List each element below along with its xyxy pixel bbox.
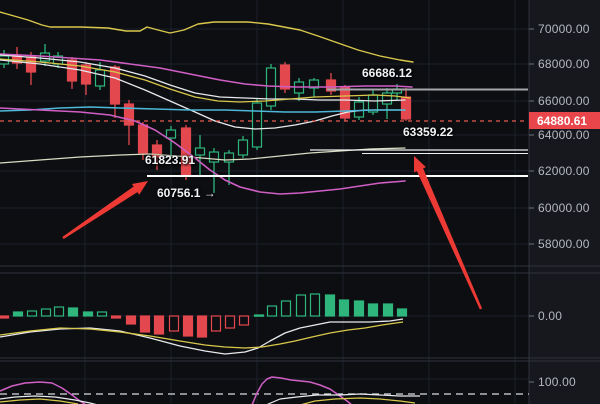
candle-up <box>165 129 177 139</box>
price-axis-label: 68000.00 <box>538 57 590 71</box>
candle-up <box>353 101 365 118</box>
candle-up <box>237 139 249 156</box>
price-annotation: 66686.12 <box>362 66 413 80</box>
macd-bar-down <box>224 315 236 329</box>
price-axis-label: 64000.00 <box>538 128 590 142</box>
macd-bar-up <box>82 311 94 317</box>
mid-ma-white-2-line <box>0 59 406 130</box>
macd-bar-up <box>295 294 307 317</box>
macd-bar-up <box>382 303 394 317</box>
mid-ma-white-1-line <box>0 54 406 102</box>
osc-magenta-left-line <box>0 381 86 404</box>
macd-bar-up <box>266 305 278 317</box>
ma-cyan-line <box>0 106 406 113</box>
price-axis-label: 100.00 <box>538 375 576 389</box>
candle-down <box>123 103 135 126</box>
annotation-arrow <box>62 181 148 239</box>
candle-up <box>94 69 106 87</box>
macd-bar-down <box>125 315 137 325</box>
macd-bar-down <box>139 315 151 333</box>
macd-bar-up <box>309 293 321 317</box>
macd-bar-up <box>26 310 38 317</box>
osc-white-mid-line <box>266 393 420 404</box>
macd-bar-down <box>110 315 122 319</box>
candle-down <box>151 144 163 158</box>
candle-up <box>381 92 393 105</box>
macd-bar-down <box>210 315 222 332</box>
macd-bar-up <box>67 307 79 317</box>
candle-down <box>25 56 37 73</box>
price-annotation: 63359.22 <box>403 125 454 139</box>
candle-up <box>251 102 263 148</box>
candle-down <box>109 66 121 105</box>
upper-band-magenta-line <box>0 53 413 88</box>
candle-up <box>194 147 206 156</box>
candle-down <box>325 79 337 92</box>
macd-bar-up <box>40 308 52 317</box>
price-annotation: 60756.1 → <box>157 186 216 200</box>
price-axis-label: 70000.00 <box>538 22 590 36</box>
candle-up <box>223 152 235 163</box>
last-price-value: 64880.61 <box>537 113 588 128</box>
last-price-badge: 64880.61 <box>529 112 600 129</box>
macd-bar-up <box>53 306 65 317</box>
macd-bar-down <box>153 315 165 335</box>
price-annotation: 61823.91 <box>145 153 196 167</box>
macd-bar-up <box>280 300 292 317</box>
macd-bar-down <box>168 315 180 332</box>
macd-bar-down <box>0 315 10 319</box>
candle-down <box>137 124 149 154</box>
macd-bar-down <box>196 315 208 338</box>
candle-up <box>208 151 220 163</box>
price-axis-label: 62000.00 <box>538 164 590 178</box>
candle-down <box>80 64 92 85</box>
price-axis-label: 58000.00 <box>538 237 590 251</box>
mid-ma-yellow-line <box>0 58 411 103</box>
macd-bar-up <box>396 308 408 317</box>
upper-band-yellow-line <box>0 11 414 63</box>
macd-bar-up <box>253 314 265 317</box>
annotation-arrow <box>414 156 483 310</box>
candle-up <box>308 79 320 89</box>
price-axis-label: 66000.00 <box>538 94 590 108</box>
osc-yellow-left-line <box>0 398 79 404</box>
macd-bar-down <box>238 315 250 326</box>
macd-bar-up <box>338 299 350 317</box>
macd-bar-up <box>367 303 379 317</box>
lower-band-pale-line <box>0 147 406 164</box>
macd-bar-up <box>324 294 336 317</box>
macd-yellow-line <box>0 321 404 349</box>
lower-band-magenta-line <box>0 107 406 195</box>
price-axis-background <box>529 0 600 404</box>
macd-bar-up <box>96 311 108 317</box>
macd-bar-up <box>353 300 365 317</box>
price-axis-label: 0.00 <box>538 309 563 323</box>
candle-down <box>279 64 291 90</box>
macd-bar-up <box>12 311 24 317</box>
osc-yellow-mid-line <box>301 397 416 404</box>
macd-white-line <box>0 318 404 355</box>
candle-down <box>66 59 78 82</box>
osc-white-left-line <box>0 395 97 404</box>
macd-bar-down <box>182 315 194 337</box>
price-axis-label: 60000.00 <box>538 201 590 215</box>
